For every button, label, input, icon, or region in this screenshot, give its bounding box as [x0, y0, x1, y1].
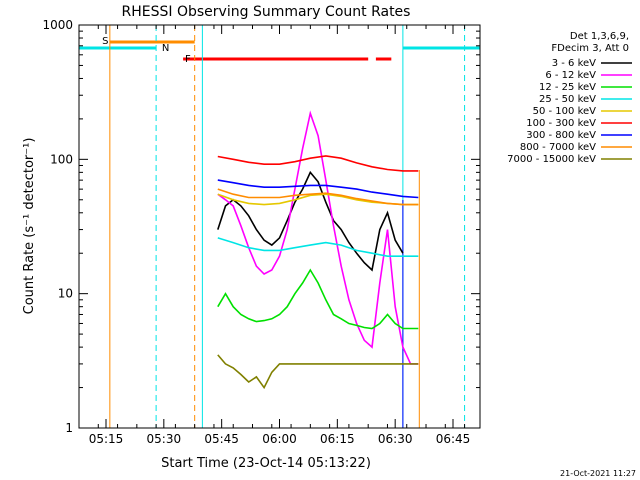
- x-tick-label: 06:30: [378, 432, 413, 446]
- legend-header: Det 1,3,6,9,: [570, 31, 629, 42]
- series-8-line: [217, 188, 419, 206]
- x-tick-label: 05:15: [89, 432, 124, 446]
- y-axis-label: Count Rate (s⁻¹ detector⁻¹): [22, 138, 37, 315]
- y-tick-label: 100: [50, 152, 73, 166]
- series-6-line: [217, 155, 419, 172]
- series-7-line: [217, 179, 419, 199]
- legend-label: 800 - 7000 keV: [520, 142, 596, 153]
- x-tick-label: 06:15: [320, 432, 355, 446]
- chart-title: RHESSI Observing Summary Count Rates: [122, 4, 411, 20]
- timestamp: 21-Oct-2021 11:27: [560, 469, 636, 478]
- legend-label: 50 - 100 keV: [533, 106, 597, 117]
- x-tick-label: 06:45: [436, 432, 471, 446]
- flag-bars: S N F: [79, 25, 480, 428]
- y-tick-label: 1: [65, 421, 73, 435]
- y-tick-label: 10: [58, 287, 73, 301]
- y-tick-label: 1000: [42, 18, 73, 32]
- legend-label: 12 - 25 keV: [539, 82, 596, 93]
- saa-label: S: [102, 36, 108, 47]
- x-tick-label: 05:30: [147, 432, 182, 446]
- legend-label: 3 - 6 keV: [552, 58, 596, 69]
- series-9-line: [217, 354, 419, 390]
- legend-label: 100 - 300 keV: [526, 118, 596, 129]
- series-group: [217, 110, 419, 390]
- x-axis-label: Start Time (23-Oct-14 05:13:22): [161, 456, 371, 471]
- legend-label: 6 - 12 keV: [545, 70, 596, 81]
- plot-frame: [78, 24, 481, 429]
- series-3-line: [217, 268, 419, 330]
- x-tick-label: 05:45: [204, 432, 239, 446]
- flare-label: F: [185, 54, 191, 65]
- series-4-line: [217, 237, 419, 258]
- legend-header: FDecim 3, Att 0: [551, 43, 629, 54]
- x-axis: 05:15 05:30 05:45 06:00 06:15 06:30 06:45: [78, 25, 471, 446]
- legend-label: 25 - 50 keV: [539, 94, 596, 105]
- x-tick-label: 06:00: [262, 432, 297, 446]
- y-axis: 1 10 100 1000: [42, 18, 480, 435]
- series-2-line: [217, 110, 419, 365]
- night-label: N: [162, 43, 169, 54]
- legend-label: 7000 - 15000 keV: [507, 154, 596, 165]
- legend-label: 300 - 800 keV: [526, 130, 596, 141]
- series-1-line: [217, 170, 404, 272]
